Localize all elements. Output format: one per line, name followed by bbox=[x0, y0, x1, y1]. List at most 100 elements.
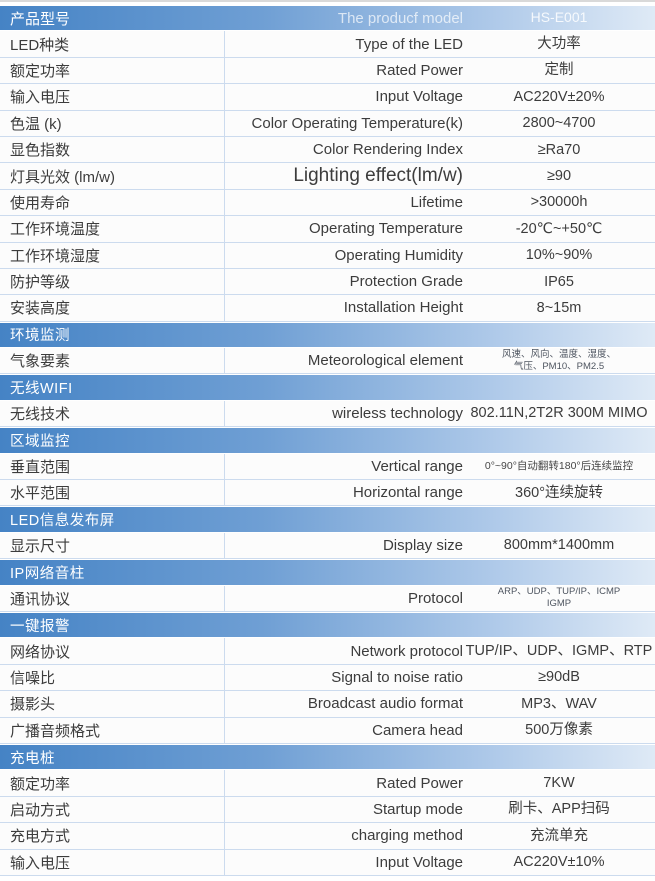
spec-value: 定制 bbox=[544, 62, 574, 79]
table-row: 使用寿命 Lifetime >30000h bbox=[0, 189, 655, 217]
label-cn: 工作环境温度 bbox=[0, 216, 225, 242]
section-header: LED信息发布屏 bbox=[0, 506, 655, 533]
spec-value: 802.11N,2T2R 300M MIMO bbox=[470, 405, 648, 422]
label-en: Vertical range bbox=[371, 457, 463, 475]
section-header: 无线WIFI bbox=[0, 374, 655, 401]
label-cn: 通讯协议 bbox=[0, 585, 225, 611]
label-cn: LED种类 bbox=[0, 31, 225, 57]
label-en: Signal to noise ratio bbox=[331, 668, 463, 686]
label-cn: 额定功率 bbox=[0, 57, 225, 84]
table-row: 灯具光效 (lm/w) Lighting effect(lm/w) ≥90 bbox=[0, 163, 655, 190]
table-row: 通讯协议 Protocol ARP、UDP、TUP/IP、ICMP IGMP bbox=[0, 585, 655, 612]
label-cn: 充电方式 bbox=[0, 823, 225, 849]
table-row: 显示尺寸 Display size 800mm*1400mm bbox=[0, 532, 655, 560]
section-label: 环境监测 bbox=[10, 328, 70, 345]
section-header: 一键报警 bbox=[0, 611, 655, 639]
label-cn: 输入电压 bbox=[0, 84, 225, 110]
table-row: 安装高度 Installation Height 8~15m bbox=[0, 295, 655, 322]
spec-value: 风速、风向、温度、湿度、 气压、PM10、PM2.5 bbox=[501, 348, 616, 372]
label-cn: 信噪比 bbox=[0, 664, 225, 691]
spec-value: MP3、WAV bbox=[521, 695, 597, 712]
label-cn: 产品型号 bbox=[10, 10, 71, 28]
label-en: wireless technology bbox=[332, 405, 463, 423]
label-cn: 水平范围 bbox=[0, 480, 225, 506]
label-en: Protection Grade bbox=[349, 273, 463, 291]
table-row: 色温 (k) Color Operating Temperature(k) 2800… bbox=[0, 110, 655, 137]
table-row: 启动方式 Startup mode 刷卡、APP扫码 bbox=[0, 796, 655, 824]
label-cn: 显色指数 bbox=[0, 136, 225, 163]
label-cn: 启动方式 bbox=[0, 796, 225, 823]
table-row: LED种类 Type of the LED 大功率 bbox=[0, 31, 655, 58]
label-cn: 色温 (k) bbox=[0, 110, 225, 136]
label-cn: 无线技术 bbox=[0, 400, 225, 427]
table-row: 网络协议 Network protocol TUP/IP、UDP、IGMP、RTP bbox=[0, 638, 655, 665]
spec-value: 刷卡、APP扫码 bbox=[508, 801, 610, 818]
label-en: Rated Power bbox=[376, 774, 463, 792]
label-en: Installation Height bbox=[343, 299, 463, 317]
table-row: 信噪比 Signal to noise ratio ≥90dB bbox=[0, 664, 655, 692]
label-en: Input Voltage bbox=[375, 88, 463, 106]
table-row: 显色指数 Color Rendering Index ≥Ra70 bbox=[0, 136, 655, 164]
label-en: Camera head bbox=[372, 721, 463, 739]
spec-value: 10%~90% bbox=[525, 247, 593, 264]
label-cn: 工作环境湿度 bbox=[0, 242, 225, 268]
spec-value: ≥Ra70 bbox=[537, 141, 581, 158]
spec-value: 800mm*1400mm bbox=[503, 537, 615, 554]
table-row: 工作环境温度 Operating Temperature -20℃~+50℃ bbox=[0, 216, 655, 243]
label-cn: 网络协议 bbox=[0, 638, 225, 664]
table-row: 工作环境湿度 Operating Humidity 10%~90% bbox=[0, 242, 655, 269]
label-cn: 安装高度 bbox=[0, 295, 225, 321]
spec-value: >30000h bbox=[530, 194, 588, 211]
spec-value: -20℃~+50℃ bbox=[515, 220, 603, 237]
spec-value: HS-E001 bbox=[530, 9, 588, 26]
label-en: Operating Temperature bbox=[309, 220, 463, 238]
label-en: Network protocol bbox=[350, 642, 463, 660]
table-row: 广播音频格式 Camera head 500万像素 bbox=[0, 717, 655, 744]
label-cn: 防护等级 bbox=[0, 268, 225, 295]
spec-value: 500万像素 bbox=[525, 722, 593, 739]
label-en: Type of the LED bbox=[355, 35, 463, 53]
section-header: 环境监测 bbox=[0, 321, 655, 349]
section-label: 无线WIFI bbox=[10, 381, 73, 398]
label-cn: 额定功率 bbox=[0, 770, 225, 796]
label-en: Lighting effect(lm/w) bbox=[293, 165, 463, 187]
section-header: 区域监控 bbox=[0, 427, 655, 454]
spec-value: IP65 bbox=[544, 273, 574, 290]
label-en: Lifetime bbox=[410, 193, 463, 211]
table-row: 充电方式 charging method 充流单充 bbox=[0, 823, 655, 850]
spec-value: AC220V±20% bbox=[513, 88, 605, 105]
table-row: 输入电压 Input Voltage AC220V±10% bbox=[0, 849, 655, 876]
label-en: Protocol bbox=[407, 589, 463, 607]
table-row: 额定功率 Rated Power 定制 bbox=[0, 57, 655, 85]
table-row: 摄影头 Broadcast audio format MP3、WAV bbox=[0, 691, 655, 718]
label-cn: 灯具光效 (lm/w) bbox=[0, 163, 225, 189]
spec-value: 360°连续旋转 bbox=[515, 484, 603, 501]
spec-table: 产品型号 The producf model HS-E001 LED种类 Type of… bbox=[0, 5, 655, 876]
label-cn: 垂直范围 bbox=[0, 453, 225, 480]
section-label: LED信息发布屏 bbox=[10, 513, 115, 530]
label-cn: 显示尺寸 bbox=[0, 532, 225, 559]
section-header: IP网络音柱 bbox=[0, 559, 655, 586]
label-cn: 气象要素 bbox=[0, 348, 225, 374]
label-cn: 广播音频格式 bbox=[0, 717, 225, 743]
table-row: 垂直范围 Vertical range 0°~90°自动翻转180°后连续监控 bbox=[0, 453, 655, 481]
table-row: 防护等级 Protection Grade IP65 bbox=[0, 268, 655, 296]
table-header-row: 产品型号 The producf model HS-E001 bbox=[0, 5, 655, 32]
label-en: Color Rendering Index bbox=[312, 141, 463, 159]
table-row: 无线技术 wireless technology 802.11N,2T2R 300M… bbox=[0, 400, 655, 428]
spec-value: TUP/IP、UDP、IGMP、RTP bbox=[465, 643, 653, 659]
label-en: Operating Humidity bbox=[334, 246, 463, 264]
label-en: The producf model bbox=[337, 9, 463, 27]
section-label: IP网络音柱 bbox=[10, 565, 85, 582]
spec-value: 2800~4700 bbox=[522, 115, 596, 132]
table-row: 额定功率 Rated Power 7KW bbox=[0, 770, 655, 797]
label-en: Meteorological element bbox=[307, 352, 463, 370]
spec-value: AC220V±10% bbox=[513, 854, 605, 871]
label-en: Input Voltage bbox=[375, 853, 463, 871]
label-cn: 输入电压 bbox=[0, 849, 225, 875]
section-header: 充电桩 bbox=[0, 743, 655, 771]
table-row: 气象要素 Meteorological element 风速、风向、温度、湿度、 气… bbox=[0, 348, 655, 375]
section-label: 一键报警 bbox=[10, 618, 70, 635]
spec-value: 大功率 bbox=[537, 36, 581, 53]
table-row: 水平范围 Horizontal range 360°连续旋转 bbox=[0, 480, 655, 507]
